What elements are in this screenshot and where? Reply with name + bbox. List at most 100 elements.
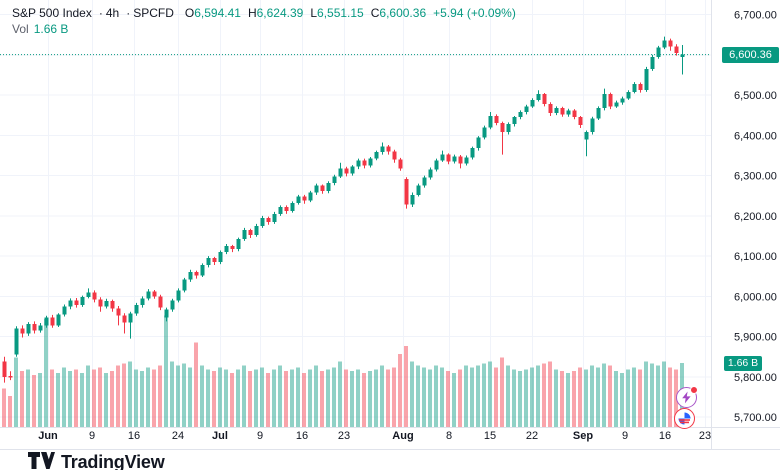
candle-body [56,314,61,326]
time-axis[interactable] [0,428,712,449]
candle-body [92,292,97,300]
candle-body [422,177,427,186]
candle-body [314,185,319,193]
price-axis-label: 6,700.00 [734,10,777,22]
volume-bar [260,367,264,427]
volume-bar [356,369,360,427]
time-axis-label: 16 [659,430,671,442]
candle-body [434,160,439,170]
candle-body [500,123,505,133]
candle-body [458,156,463,164]
market-mood-button[interactable] [674,408,695,429]
price-axis-label: 6,100.00 [734,251,777,263]
candle-body [542,94,547,104]
chart-legend: S&P 500 Index · 4h · SPCFD O6,594.41 H6,624.39… [12,6,516,37]
candle-body [650,56,655,69]
candle-body [410,194,415,205]
time-axis-label: Aug [392,430,413,442]
candle-body [164,309,169,318]
price-change: +5.94 (+0.09%) [433,6,516,20]
volume-bar [50,369,54,427]
candle-body [134,305,139,314]
time-axis-label: 9 [89,430,95,442]
candle-body [386,146,391,152]
volume-bar [536,365,540,427]
candle-body [50,317,55,326]
volume-bar [362,373,366,427]
low-value: L6,551.15 [310,6,364,20]
tradingview-logo[interactable]: TradingView [28,452,165,470]
volume-bar [20,371,24,427]
volume-bar [242,365,246,427]
volume-bar [314,365,318,427]
candle-body [368,158,373,166]
volume-bar [152,369,156,427]
candle-body [278,206,283,214]
volume-bar [632,367,636,427]
volume-bar [74,369,78,427]
high-value: H6,624.39 [247,6,304,20]
volume-bar [350,371,354,427]
candle-body [68,300,73,307]
volume-bar [482,363,486,427]
candle-body [8,376,13,378]
volume-bar [128,361,132,427]
volume-bar [296,367,300,427]
volume-bar [560,371,564,427]
volume-bar [416,365,420,427]
volume-bar [524,369,528,427]
candle-body [26,323,31,334]
price-axis-label: 5,800.00 [734,372,777,384]
candle-body [284,206,289,212]
volume-bar [518,371,522,427]
boost-button[interactable] [676,386,698,408]
volume-bar [548,361,552,427]
volume-bar [44,319,48,427]
volume-bar [122,363,126,427]
volume-bar [410,361,414,427]
volume-bar [146,367,150,427]
volume-bar [344,369,348,427]
volume-bar [170,361,174,427]
volume-bar [464,365,468,427]
candle-body [632,83,637,92]
price-axis-label: 6,400.00 [734,130,777,142]
candle-body [230,246,235,249]
volume-bar [236,369,240,427]
price-axis-label: 5,900.00 [734,332,777,344]
volume-bar [374,369,378,427]
volume-bar [92,369,96,427]
pie-chart-icon [678,412,691,425]
candle-body [182,279,187,291]
candle-body [674,46,679,53]
volume-bar [578,367,582,427]
symbol-row: S&P 500 Index · 4h · SPCFD O6,594.41 H6,624.39… [12,6,516,21]
candle-body [428,169,433,178]
volume-bar [98,367,102,427]
candle-body [662,40,667,48]
time-axis-label: 9 [257,430,263,442]
candle-body [620,98,625,103]
candle-body [656,47,661,57]
candle-body [464,157,469,164]
candle-body [260,217,265,226]
tradingview-logo-text: TradingView [61,452,165,470]
volume-bar [302,373,306,427]
volume-bar [380,365,384,427]
time-axis-label: Sep [573,430,593,442]
volume-bar [134,369,138,427]
candle-body [362,160,367,166]
volume-bar [602,363,606,427]
volume-bar [212,371,216,427]
volume-label: Vol [12,22,29,36]
volume-bar [272,369,276,427]
volume-bar [626,369,630,427]
candle-body [152,291,157,297]
volume-bar [56,373,60,427]
candle-body [512,117,517,125]
volume-bar [398,353,402,427]
volume-bar [104,373,108,427]
candle-body [44,317,49,326]
candle-body [86,292,91,298]
